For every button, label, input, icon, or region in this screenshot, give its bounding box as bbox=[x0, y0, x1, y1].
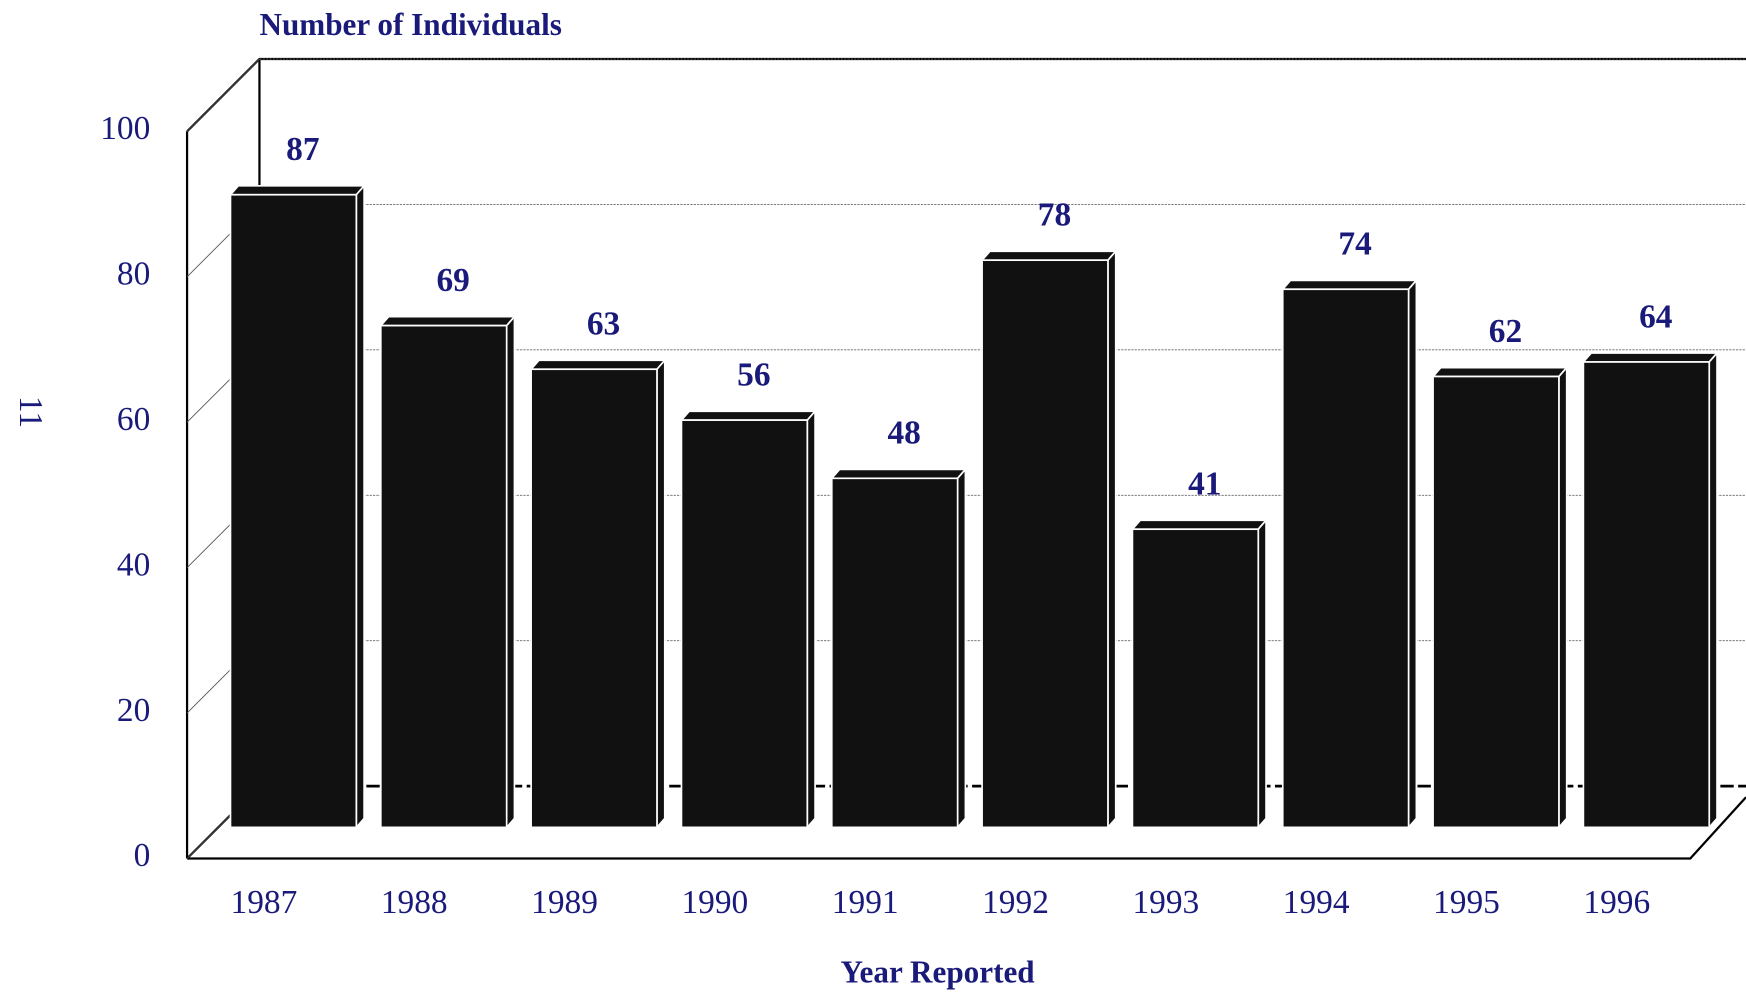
bar bbox=[379, 324, 508, 829]
bar-side bbox=[1558, 365, 1568, 830]
data-label: 62 bbox=[1489, 313, 1522, 350]
data-label: 63 bbox=[587, 306, 620, 343]
bar-side bbox=[355, 183, 365, 830]
bar-top bbox=[980, 250, 1118, 262]
chart-title: Number of Individuals bbox=[259, 7, 561, 42]
bar-top bbox=[228, 184, 366, 196]
back-wall bbox=[186, 57, 1746, 133]
bar-top bbox=[829, 468, 968, 480]
bar-top bbox=[529, 359, 667, 371]
x-axis-label: Year Reported bbox=[841, 955, 1035, 990]
y-tick-label: 40 bbox=[117, 546, 150, 583]
data-label: 78 bbox=[1038, 197, 1071, 234]
x-tick-label: 1992 bbox=[982, 884, 1049, 921]
data-label: 56 bbox=[737, 357, 770, 394]
y-tick-label: 0 bbox=[134, 837, 151, 874]
x-tick-label: 1995 bbox=[1433, 884, 1500, 921]
bar-side bbox=[1708, 350, 1718, 830]
x-tick-label: 1990 bbox=[681, 884, 748, 921]
bar-top bbox=[378, 315, 517, 327]
x-tick-label: 1989 bbox=[531, 884, 598, 921]
bar bbox=[680, 419, 809, 829]
x-tick-label: 1993 bbox=[1132, 884, 1199, 921]
bar-side bbox=[806, 409, 816, 830]
bar-side bbox=[656, 358, 666, 830]
grid-diagonal bbox=[186, 58, 260, 132]
plot: Number of Individuals 11 Year Reported 0… bbox=[12, 7, 1746, 990]
y-tick-label: 100 bbox=[100, 110, 150, 147]
bar bbox=[1582, 361, 1711, 829]
y-tick-label: 60 bbox=[117, 401, 150, 438]
bar bbox=[530, 368, 658, 829]
y-tick-label: 80 bbox=[117, 255, 150, 292]
bar bbox=[229, 193, 358, 829]
data-label: 41 bbox=[1188, 466, 1221, 503]
data-label: 69 bbox=[436, 262, 469, 299]
x-tick-label: 1994 bbox=[1283, 884, 1350, 921]
data-label: 74 bbox=[1338, 226, 1372, 263]
bar-side bbox=[1107, 249, 1117, 830]
bar-side bbox=[1257, 518, 1267, 830]
bar-top bbox=[1431, 366, 1569, 378]
x-tick-label: 1987 bbox=[231, 884, 298, 921]
bar bbox=[1432, 375, 1560, 829]
y-axis-label: 11 bbox=[12, 396, 49, 428]
y-tick-label: 20 bbox=[117, 692, 150, 729]
data-label: 64 bbox=[1639, 298, 1673, 335]
bar-side bbox=[956, 467, 967, 830]
bar bbox=[1131, 528, 1260, 829]
x-tick-label: 1988 bbox=[381, 884, 448, 921]
floor bbox=[187, 796, 1746, 860]
x-tick-label: 1991 bbox=[832, 884, 899, 921]
bar bbox=[830, 477, 959, 829]
bar-side bbox=[1407, 278, 1418, 830]
bar-top bbox=[1130, 519, 1268, 531]
bar-side bbox=[505, 314, 516, 830]
bar-top bbox=[1581, 352, 1719, 363]
bar bbox=[981, 259, 1109, 829]
bar-top bbox=[679, 410, 817, 421]
bar bbox=[1281, 288, 1410, 829]
data-label: 87 bbox=[286, 131, 319, 168]
x-tick-label: 1996 bbox=[1583, 884, 1650, 921]
bar-top bbox=[1280, 279, 1419, 291]
data-label: 48 bbox=[887, 415, 920, 452]
